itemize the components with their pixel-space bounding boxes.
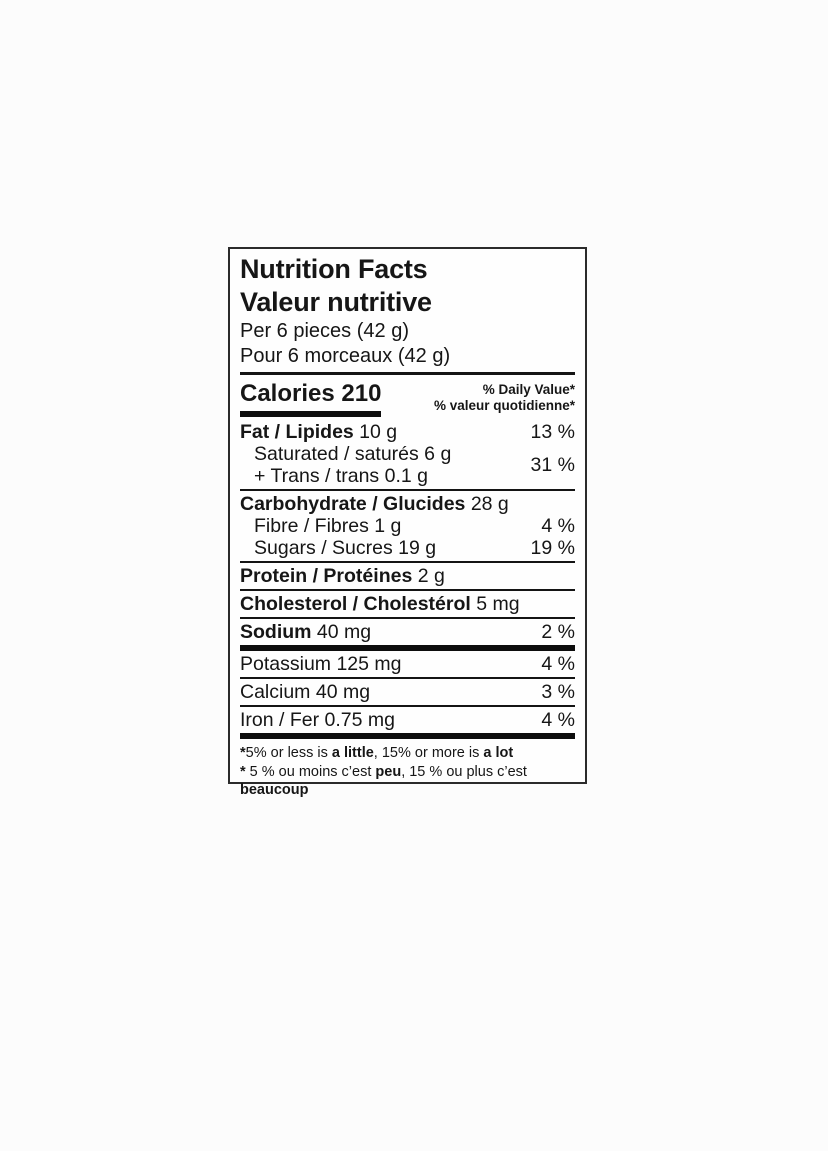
nutrient-dv: 4 % xyxy=(541,653,575,675)
nutrient-row-fibre: Fibre / Fibres 1 g 4 % xyxy=(240,515,575,537)
title-english: Nutrition Facts xyxy=(240,254,428,284)
nutrient-label: Fat / Lipides 10 g xyxy=(240,421,398,443)
nutrient-row-carbohydrate: Carbohydrate / Glucides 28 g xyxy=(240,493,575,515)
calories-underline-bar xyxy=(240,411,382,417)
nutrient-label: Cholesterol / Cholestérol 5 mg xyxy=(240,593,520,615)
daily-value-header-english: % Daily Value* xyxy=(482,382,575,397)
calories-value: Calories 210 xyxy=(240,380,382,407)
separator-thick xyxy=(240,645,575,651)
nutrient-row-sodium: Sodium 40 mg 2 % xyxy=(240,621,575,643)
nutrient-row-trans: + Trans / trans 0.1 g xyxy=(254,465,428,487)
separator-thin xyxy=(240,589,575,591)
nutrient-row-cholesterol: Cholesterol / Cholestérol 5 mg xyxy=(240,593,575,615)
nutrient-dv: 4 % xyxy=(541,709,575,731)
separator-thin xyxy=(240,677,575,679)
nutrition-facts-label: Nutrition Facts Valeur nutritive Per 6 p… xyxy=(228,247,587,798)
nutrient-row-sugars: Sugars / Sucres 19 g 19 % xyxy=(240,537,575,559)
nutrient-label: Carbohydrate / Glucides 28 g xyxy=(240,493,509,515)
footnotes: *5% or less is a little, 15% or more is … xyxy=(240,741,575,800)
separator-thin xyxy=(240,617,575,619)
nutrient-dv: 13 % xyxy=(530,421,575,443)
nutrient-label: Protein / Protéines 2 g xyxy=(240,565,445,587)
separator-thin xyxy=(240,705,575,707)
nutrient-group-saturated-trans: Saturated / saturés 6 g + Trans / trans … xyxy=(240,443,575,487)
nutrient-row-potassium: Potassium 125 mg 4 % xyxy=(240,653,575,675)
saturated-trans-dv: 31 % xyxy=(530,453,575,476)
serving-size-french: Pour 6 morceaux (42 g) xyxy=(240,345,451,367)
footnote-french: * 5 % ou moins c’est peu, 15 % ou plus c… xyxy=(240,763,527,799)
serving-size-english: Per 6 pieces (42 g) xyxy=(240,320,409,342)
nutrient-label: Sodium 40 mg xyxy=(240,621,372,643)
nutrient-row-saturated: Saturated / saturés 6 g xyxy=(254,443,452,465)
nutrient-label: Fibre / Fibres 1 g xyxy=(254,515,402,537)
nutrient-row-iron: Iron / Fer 0.75 mg 4 % xyxy=(240,709,575,731)
nutrient-label: Potassium 125 mg xyxy=(240,653,402,675)
nutrient-label: Sugars / Sucres 19 g xyxy=(254,537,437,559)
separator-medium xyxy=(240,372,575,375)
footnote-english: *5% or less is a little, 15% or more is … xyxy=(240,745,514,761)
nutrient-row-calcium: Calcium 40 mg 3 % xyxy=(240,681,575,703)
nutrient-label: Iron / Fer 0.75 mg xyxy=(240,709,395,731)
separator-thick xyxy=(240,733,575,739)
saturated-trans-lines: Saturated / saturés 6 g + Trans / trans … xyxy=(240,443,451,487)
nutrient-row-protein: Protein / Protéines 2 g xyxy=(240,565,575,587)
nutrient-row-fat: Fat / Lipides 10 g 13 % xyxy=(240,421,575,443)
calories-row: Calories 210 % Daily Value* % valeur quo… xyxy=(240,375,575,421)
daily-value-header-french: % valeur quotidienne* xyxy=(433,398,575,413)
nutrient-dv: 19 % xyxy=(530,537,575,559)
nutrient-dv: 3 % xyxy=(541,681,575,703)
nutrient-dv: 2 % xyxy=(541,621,575,643)
separator-thin xyxy=(240,561,575,563)
daily-value-header: % Daily Value* % valeur quotidienne* xyxy=(434,380,575,414)
nutrient-dv: 4 % xyxy=(541,515,575,537)
nutrient-label: Calcium 40 mg xyxy=(240,681,371,703)
separator-thin xyxy=(240,489,575,491)
calories-block: Calories 210 xyxy=(240,380,382,417)
title-french: Valeur nutritive xyxy=(240,287,432,317)
